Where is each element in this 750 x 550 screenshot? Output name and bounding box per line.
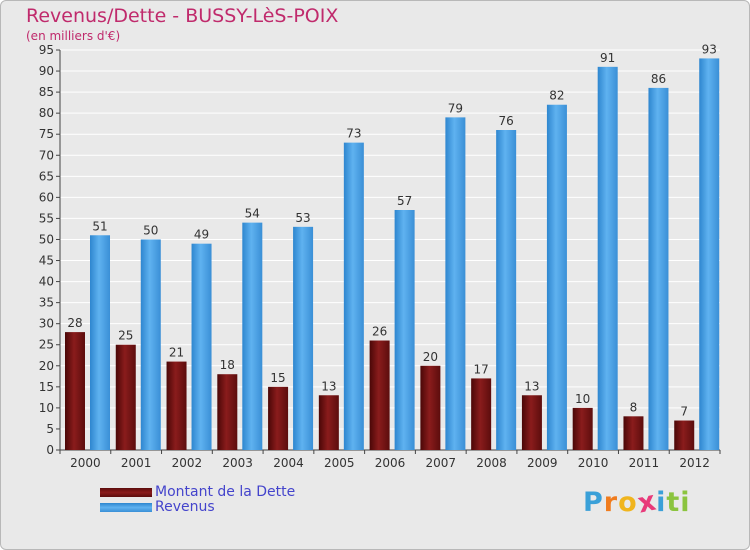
bar-revenue <box>90 235 110 450</box>
data-label-debt: 25 <box>118 329 133 343</box>
bar-debt <box>166 361 187 450</box>
data-label-revenue: 51 <box>92 219 107 233</box>
y-tick-label: 90 <box>39 64 54 78</box>
bar-revenue <box>293 226 314 450</box>
y-tick-label: 85 <box>39 85 54 99</box>
x-tick-label: 2002 <box>172 456 203 470</box>
bar-debt <box>623 416 644 450</box>
y-tick-label: 30 <box>39 317 54 331</box>
data-label-revenue: 50 <box>143 223 158 237</box>
bar-revenue <box>496 130 517 450</box>
x-tick-label: 2008 <box>476 456 507 470</box>
bar-debt <box>420 365 441 450</box>
bar-revenue <box>445 117 466 451</box>
logo-letter: r <box>603 487 619 518</box>
x-tick-label: 2003 <box>222 456 253 470</box>
data-label-revenue: 91 <box>600 51 615 65</box>
data-label-revenue: 76 <box>499 114 514 128</box>
data-label-revenue: 49 <box>194 228 209 242</box>
bar-revenue <box>597 66 618 450</box>
bar-debt <box>268 386 289 450</box>
bar-revenue <box>140 239 161 450</box>
bar-revenue <box>648 87 669 450</box>
bar-revenue <box>546 104 567 450</box>
data-label-debt: 18 <box>220 358 235 372</box>
x-tick-label: 2001 <box>121 456 152 470</box>
x-tick-label: 2000 <box>70 456 101 470</box>
legend-swatch-revenue <box>100 503 152 512</box>
data-label-debt: 26 <box>372 325 387 339</box>
data-label-debt: 10 <box>575 392 590 406</box>
proxiti-logo: Proxiti <box>583 485 691 519</box>
y-tick-label: 45 <box>39 254 54 268</box>
bar-debt <box>521 395 542 450</box>
y-tick-label: 50 <box>39 232 54 246</box>
data-label-debt: 20 <box>423 350 438 364</box>
data-label-debt: 7 <box>680 405 688 419</box>
logo-letter: i <box>680 487 691 518</box>
y-tick-label: 65 <box>39 169 54 183</box>
y-tick-label: 0 <box>46 443 54 457</box>
y-tick-label: 80 <box>39 106 54 120</box>
bar-debt <box>572 407 593 450</box>
legend-label-debt: Montant de la Dette <box>155 484 296 500</box>
data-label-revenue: 93 <box>702 42 717 56</box>
data-label-debt: 21 <box>169 346 184 360</box>
bar-debt <box>217 374 238 450</box>
data-label-debt: 13 <box>321 379 336 393</box>
bar-revenue <box>394 210 415 450</box>
legend-label-revenue: Revenus <box>155 499 215 515</box>
bar-debt <box>115 344 136 450</box>
y-tick-label: 25 <box>39 338 54 352</box>
x-tick-label: 2011 <box>629 456 660 470</box>
x-tick-label: 2012 <box>679 456 710 470</box>
x-tick-label: 2005 <box>324 456 355 470</box>
x-tick-label: 2007 <box>425 456 456 470</box>
y-tick-label: 20 <box>39 359 54 373</box>
logo-letter: o <box>618 487 638 518</box>
bar-debt <box>318 395 339 450</box>
y-tick-label: 75 <box>39 127 54 141</box>
y-tick-label: 95 <box>39 43 54 57</box>
y-tick-label: 55 <box>39 211 54 225</box>
y-tick-label: 10 <box>39 401 54 415</box>
y-tick-label: 15 <box>39 380 54 394</box>
x-tick-label: 2004 <box>273 456 304 470</box>
bar-debt <box>471 378 492 450</box>
y-tick-label: 60 <box>39 190 54 204</box>
bar-revenue <box>242 222 263 450</box>
x-tick-label: 2009 <box>527 456 558 470</box>
logo-letter: P <box>583 487 604 518</box>
data-label-revenue: 53 <box>295 211 310 225</box>
data-label-revenue: 86 <box>651 72 666 86</box>
legend-swatch-debt <box>100 488 152 497</box>
data-label-debt: 13 <box>524 379 539 393</box>
data-label-revenue: 54 <box>245 207 260 221</box>
data-label-debt: 28 <box>67 316 82 330</box>
bar-debt <box>674 420 695 450</box>
x-tick-label: 2006 <box>375 456 406 470</box>
bar-revenue <box>191 243 212 450</box>
logo-letter: t <box>666 487 681 518</box>
data-label-revenue: 73 <box>346 127 361 141</box>
bar-revenue <box>699 58 720 450</box>
data-label-debt: 17 <box>474 362 489 376</box>
data-label-revenue: 57 <box>397 194 412 208</box>
bar-debt <box>369 340 390 450</box>
x-tick-label: 2010 <box>578 456 609 470</box>
data-label-debt: 8 <box>630 400 638 414</box>
y-tick-label: 35 <box>39 296 54 310</box>
logo-letter: i <box>656 487 667 518</box>
data-label-revenue: 82 <box>549 89 564 103</box>
y-tick-label: 40 <box>39 275 54 289</box>
y-tick-label: 5 <box>46 422 54 436</box>
data-label-debt: 15 <box>270 371 285 385</box>
bar-revenue <box>343 142 364 450</box>
chart-title: Revenus/Dette - BUSSY-LèS-POIX <box>26 5 339 27</box>
data-label-revenue: 79 <box>448 101 463 115</box>
y-tick-label: 70 <box>39 148 54 162</box>
bar-debt <box>65 332 85 450</box>
chart-subtitle: (en milliers d'€) <box>26 29 121 43</box>
